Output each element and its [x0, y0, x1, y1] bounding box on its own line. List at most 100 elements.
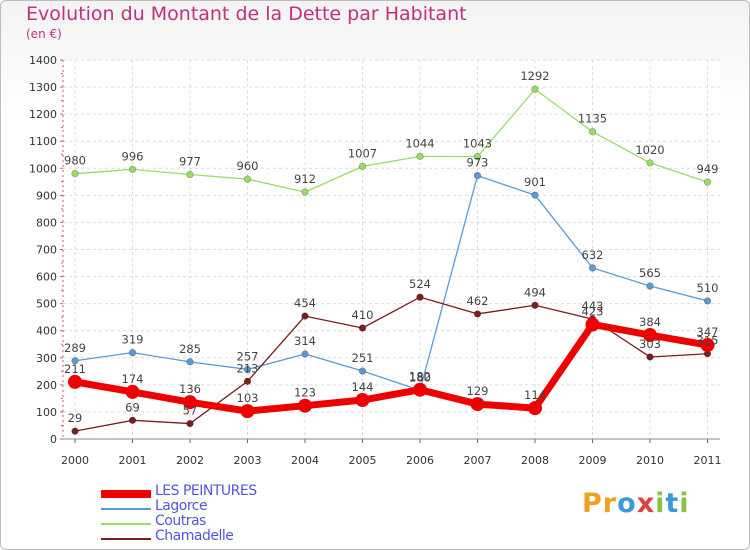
logo-letter: o [617, 488, 637, 519]
data-label: 69 [125, 400, 140, 414]
legend-label: Coutras [155, 513, 206, 529]
data-label: 174 [122, 372, 144, 386]
x-tick-label: 2006 [406, 454, 434, 467]
logo-letter: P [582, 488, 603, 519]
data-point [588, 264, 597, 272]
data-label: 565 [639, 266, 661, 280]
x-tick-label: 2008 [521, 454, 549, 467]
y-tick-label: 100 [36, 406, 57, 419]
data-point [528, 401, 542, 416]
y-tick-label: 1000 [29, 162, 57, 175]
data-point [243, 365, 252, 374]
data-point [128, 349, 137, 357]
data-point [358, 162, 367, 170]
data-label: 1007 [348, 146, 377, 160]
data-point [700, 338, 715, 353]
data-label: 901 [524, 175, 546, 189]
y-tick-label: 200 [36, 379, 57, 392]
data-label: 410 [352, 308, 374, 322]
data-point [358, 367, 367, 375]
x-tick-label: 2003 [234, 454, 262, 467]
legend-label: Chamadelle [155, 528, 234, 544]
data-label: 1043 [463, 137, 492, 151]
x-tick-label: 2004 [291, 454, 319, 467]
data-point [128, 165, 137, 173]
data-point [646, 282, 654, 290]
data-point [301, 350, 309, 358]
data-point [703, 178, 712, 186]
data-label: 996 [122, 149, 144, 163]
legend-swatch [101, 508, 151, 510]
data-point [355, 393, 370, 408]
logo-letter: i [679, 488, 690, 519]
data-point [71, 357, 79, 365]
y-tick-label: 500 [36, 298, 57, 311]
y-tick-label: 1300 [29, 81, 57, 94]
data-point [301, 312, 309, 320]
data-label: 29 [68, 411, 83, 425]
proxiti-logo: Proxiti [582, 488, 690, 519]
data-label: 257 [237, 349, 259, 363]
y-tick-label: 1100 [29, 135, 57, 148]
data-point [473, 310, 482, 318]
series-line-les-peintures [71, 320, 711, 415]
logo-letter: r [602, 488, 618, 519]
data-label: 912 [294, 172, 316, 186]
data-label: 462 [467, 294, 489, 308]
data-label: 251 [352, 351, 374, 365]
data-label: 524 [409, 277, 431, 291]
data-point [470, 397, 485, 412]
y-tick-label: 600 [36, 271, 57, 284]
data-label: 303 [639, 337, 661, 351]
x-tick-label: 2009 [579, 454, 607, 467]
series-line-lagorce [74, 174, 709, 391]
legend-swatch [101, 490, 151, 498]
data-point [186, 419, 194, 428]
data-point [183, 395, 197, 410]
data-label: 123 [294, 386, 316, 400]
x-tick-label: 2005 [349, 454, 377, 467]
y-tick-label: 1200 [29, 108, 57, 121]
x-tick-label: 2000 [61, 454, 89, 467]
data-point [643, 328, 657, 343]
data-label: 384 [639, 315, 661, 329]
data-label: 103 [237, 391, 259, 405]
data-point [240, 404, 255, 419]
legend-item-les-peintures: LES PEINTURES [101, 483, 321, 502]
data-point [243, 377, 252, 385]
y-tick-label: 300 [36, 352, 57, 365]
data-label: 977 [179, 155, 201, 169]
data-label: 289 [64, 341, 86, 355]
data-label: 114 [524, 388, 546, 402]
data-point [416, 152, 424, 160]
legend-swatch [101, 523, 151, 525]
data-point [646, 159, 654, 167]
data-label: 314 [294, 334, 316, 348]
chart-unit: (en €) [26, 27, 62, 41]
data-label: 1292 [520, 69, 549, 83]
legend-item-chamadelle: Chamadelle [101, 528, 321, 547]
data-point [128, 416, 137, 424]
legend-label: LES PEINTURES [155, 483, 257, 499]
y-tick-label: 400 [36, 325, 57, 338]
data-point [298, 398, 312, 413]
data-point [125, 384, 140, 399]
x-tick-label: 2001 [119, 454, 147, 467]
data-point [416, 293, 424, 301]
data-label: 285 [179, 342, 201, 356]
x-tick-label: 2007 [464, 454, 492, 467]
data-label: 315 [697, 334, 719, 348]
data-point [703, 297, 712, 305]
data-point [531, 191, 539, 199]
data-point [646, 353, 654, 361]
data-label: 213 [237, 361, 259, 375]
data-point [531, 85, 539, 93]
logo-letter: x [636, 488, 656, 519]
data-label: 510 [697, 281, 719, 295]
series-line-coutras [74, 88, 709, 193]
data-label: 1044 [405, 136, 434, 150]
data-label: 129 [467, 384, 489, 398]
data-label: 319 [122, 333, 144, 347]
data-label: 144 [352, 380, 374, 394]
legend-item-coutras: Coutras [101, 513, 321, 532]
